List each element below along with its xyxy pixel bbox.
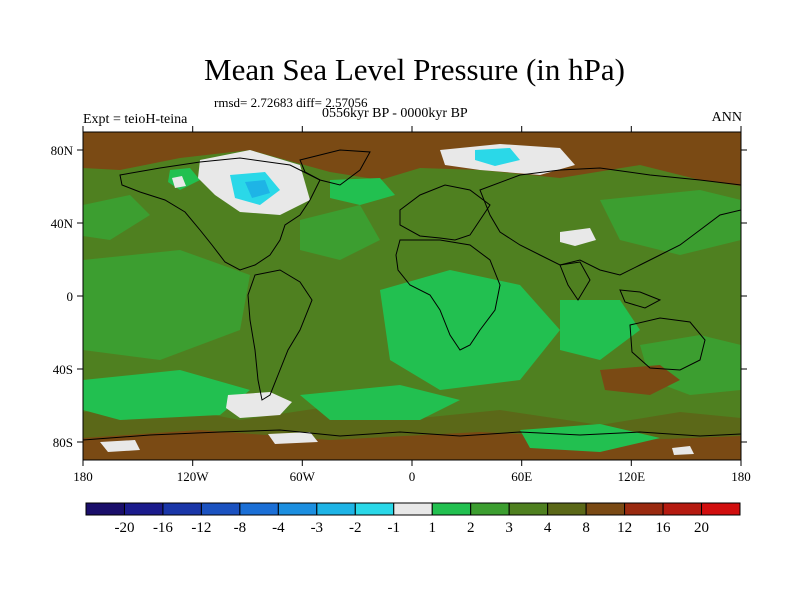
coast-greenland	[299, 149, 371, 186]
lon-labels: 180 120W 60W 0 60E 120E 180	[73, 469, 751, 484]
coast-north-america	[119, 157, 321, 271]
coast-europe	[399, 184, 491, 241]
colorbar-box	[200, 502, 241, 516]
colorbar-box	[585, 502, 626, 516]
period-label: 0556kyr BP - 0000kyr BP	[322, 106, 468, 121]
colorbar-box	[547, 502, 587, 516]
field-green-africa	[380, 270, 560, 390]
colorbar-boxes	[85, 502, 741, 516]
colorbar-label: -12	[191, 520, 211, 536]
lon-label: 60W	[290, 469, 316, 484]
lon-label: 180	[73, 469, 93, 484]
field-green-indian	[560, 300, 640, 360]
field-laurentide-blue	[245, 180, 270, 198]
field-brown-sw	[83, 448, 150, 460]
colorbar-box	[508, 502, 549, 516]
colorbar-label: 20	[694, 520, 709, 536]
colorbar-label: -16	[153, 520, 173, 536]
colorbar-box	[239, 502, 279, 516]
colorbar-label: -20	[114, 520, 134, 536]
lon-label: 120E	[618, 469, 646, 484]
colorbar-label: 16	[656, 520, 672, 536]
colorbar-box	[85, 502, 125, 516]
colorbar-label: -8	[234, 520, 247, 536]
field-green-atlantic	[300, 205, 380, 260]
coastlines	[83, 149, 741, 441]
colorbar-box	[123, 502, 164, 516]
coast-africa	[395, 239, 501, 351]
colorbar-box	[470, 502, 510, 516]
colorbar-box	[316, 502, 356, 516]
lat-label: 0	[67, 289, 74, 304]
colorbar-box	[431, 502, 472, 516]
lon-label: 180	[731, 469, 751, 484]
coast-indonesia	[619, 289, 662, 309]
lat-label: 80N	[51, 143, 74, 158]
field-antarctic-white-c	[268, 432, 318, 444]
lat-label: 40S	[53, 362, 73, 377]
field-antarctic-white-w	[100, 440, 140, 452]
colorbar-label: -2	[349, 520, 362, 536]
lon-label: 0	[409, 469, 416, 484]
field-green-southern-ocean	[520, 424, 660, 452]
colorbar-label: 8	[582, 520, 590, 536]
lat-labels: 80N 40N 0 40S 80S	[51, 143, 74, 450]
colorbar-label: 3	[505, 520, 513, 536]
lon-label: 120W	[177, 469, 210, 484]
field-green-south-pacific	[83, 370, 250, 420]
colorbar-box	[624, 502, 664, 516]
lat-label: 80S	[53, 435, 73, 450]
field-tibet-white	[560, 228, 596, 246]
colorbar-label: 12	[617, 520, 632, 536]
field-alaska-white	[172, 176, 186, 188]
experiment-label: Expt = teioH-teina	[83, 112, 188, 127]
colorbar-box	[662, 502, 703, 516]
lon-label: 60E	[511, 469, 532, 484]
colorbar-box	[277, 502, 318, 516]
colorbar-box	[354, 502, 395, 516]
colorbar-box	[162, 502, 202, 516]
coast-australia	[629, 317, 706, 371]
lon-ticks	[82, 126, 742, 466]
field-green-south-atlantic	[300, 385, 460, 420]
stats-text: rmsd= 2.72683 diff= 2.57056	[214, 95, 368, 110]
field-arctic-brown	[83, 132, 741, 186]
coast-antarctica	[83, 429, 741, 441]
colorbar-label: -1	[388, 520, 401, 536]
field-patagonia-white	[226, 392, 292, 418]
field-green-pacific-n	[83, 195, 150, 240]
lat-ticks	[77, 149, 747, 443]
colorbar-box	[393, 502, 433, 516]
field-fennoscandia-cyan	[475, 148, 520, 166]
colorbar-box	[701, 502, 741, 516]
colorbar-labels: -20 -16 -12 -8 -4 -3 -2 -1 1 2 3 4 8 12 16 20	[114, 520, 709, 536]
map-title: Mean Sea Level Pressure (in hPa)	[204, 52, 625, 87]
field-antarctic-white-e	[672, 446, 694, 455]
coast-asia	[479, 167, 741, 276]
coast-india	[559, 261, 591, 301]
field-green-asia	[600, 190, 741, 255]
field-green-pacific-e	[83, 250, 250, 360]
lat-label: 40N	[51, 216, 74, 231]
colorbar-label: 4	[544, 520, 552, 536]
season-label: ANN	[711, 110, 742, 125]
colorbar-label: -4	[272, 520, 285, 536]
colorbar-label: 2	[467, 520, 475, 536]
field-green-greenland-s	[330, 178, 395, 205]
colorbar-label: 1	[428, 520, 436, 536]
field-brown-indian-s	[600, 365, 680, 395]
colorbar-label: -3	[311, 520, 324, 536]
coast-south-america	[247, 269, 313, 401]
